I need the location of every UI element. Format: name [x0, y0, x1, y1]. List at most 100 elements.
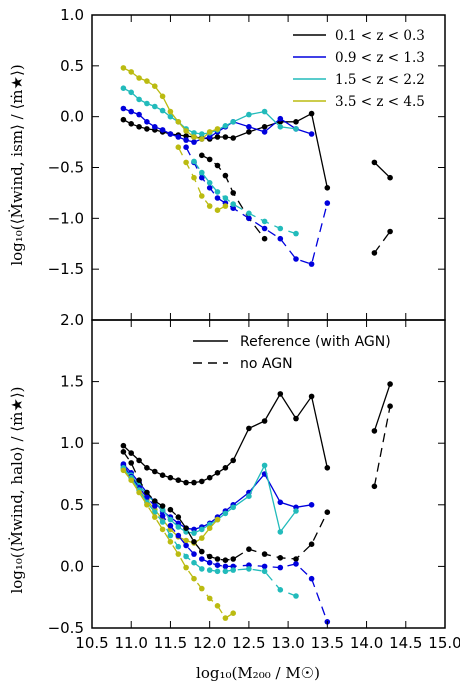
data-point [144, 502, 150, 508]
data-point [152, 124, 158, 130]
data-point [159, 513, 166, 519]
series-line [373, 161, 391, 179]
data-point [175, 134, 182, 140]
series-line [373, 383, 391, 432]
x-tick-label: 13.5 [311, 634, 344, 652]
data-point [308, 502, 315, 508]
data-point [175, 543, 182, 550]
data-point [214, 207, 221, 213]
data-point [191, 530, 197, 536]
data-point [159, 93, 166, 100]
data-point [214, 603, 221, 609]
y-tick-label: −0.5 [48, 619, 84, 637]
data-point [246, 425, 252, 432]
data-point [261, 129, 268, 135]
data-point [277, 115, 284, 122]
data-point [371, 483, 378, 490]
data-point [206, 134, 213, 140]
data-point [144, 489, 150, 496]
y-tick-label: 1.5 [60, 373, 84, 391]
data-point [191, 559, 197, 566]
legend-label: no AGN [240, 356, 293, 372]
data-point [199, 566, 205, 572]
data-point [277, 225, 284, 232]
data-point [199, 136, 205, 142]
data-point [152, 83, 158, 89]
data-point [261, 563, 268, 570]
data-point [191, 134, 197, 140]
data-point [175, 119, 182, 125]
data-point [191, 174, 197, 181]
x-tick-label: 12.5 [232, 634, 265, 652]
data-point [136, 457, 142, 464]
data-point [308, 575, 315, 582]
data-point [293, 230, 299, 237]
data-point [261, 108, 268, 115]
data-point [120, 65, 127, 71]
data-point [167, 539, 174, 545]
data-point [183, 133, 189, 139]
data-point [152, 103, 158, 110]
data-point [167, 108, 174, 115]
data-point [120, 85, 127, 91]
data-point [206, 525, 213, 531]
data-point [206, 129, 213, 135]
data-point [246, 210, 252, 217]
data-point [183, 479, 189, 486]
data-point [293, 415, 299, 422]
bottom-y-axis-label: log₁₀(⟨Ṁwind, halo⟩ / ⟨ṁ★⟩) [8, 386, 26, 593]
data-point [230, 190, 236, 196]
data-point [261, 551, 268, 557]
data-point [293, 119, 299, 125]
data-point [387, 228, 393, 235]
data-point [183, 553, 189, 560]
data-point [199, 174, 205, 181]
data-point [214, 516, 221, 523]
data-point [206, 185, 213, 191]
data-point [120, 105, 127, 112]
data-point [199, 548, 205, 555]
data-point [191, 130, 197, 136]
data-point [167, 131, 174, 137]
data-point [191, 575, 197, 582]
data-point [144, 78, 150, 84]
top-panel: 1.0 0.5 0.0 −0.5 −1.0 −1.5 2.0 0.1 < z < 0.3 0.9… [48, 6, 446, 329]
data-point [324, 200, 331, 206]
data-point [183, 537, 189, 544]
x-tick-label: 11.0 [115, 634, 148, 652]
data-point [387, 403, 393, 410]
data-point [214, 470, 221, 476]
data-point [222, 510, 229, 517]
y-tick-label: −0.5 [48, 159, 84, 177]
data-point [159, 127, 166, 133]
legend-label: 1.5 < z < 2.2 [335, 72, 425, 88]
data-point [230, 205, 236, 211]
x-tick-label: 10.5 [75, 634, 108, 652]
data-point [167, 113, 174, 120]
data-point [214, 134, 221, 140]
legend-label: 3.5 < z < 4.5 [335, 94, 425, 110]
data-point [167, 516, 174, 523]
data-point [183, 128, 189, 134]
data-point [175, 514, 182, 520]
y-tick-label: −1.0 [48, 209, 84, 227]
data-point [199, 169, 205, 176]
data-point [199, 526, 205, 533]
data-point [144, 100, 150, 107]
data-point [206, 474, 213, 481]
data-point [277, 564, 284, 571]
data-point [222, 195, 229, 201]
data-point [308, 131, 315, 137]
data-point [246, 546, 252, 552]
data-point [167, 506, 174, 513]
data-point [246, 493, 252, 500]
data-point [371, 159, 378, 166]
data-point [167, 474, 174, 481]
legend: Reference (with AGN) no AGN [193, 334, 391, 372]
data-point [183, 525, 189, 531]
data-point [222, 557, 229, 563]
data-point [159, 519, 166, 525]
data-point [152, 503, 158, 509]
data-point [128, 450, 134, 456]
y-tick-label: 1.0 [60, 434, 84, 452]
